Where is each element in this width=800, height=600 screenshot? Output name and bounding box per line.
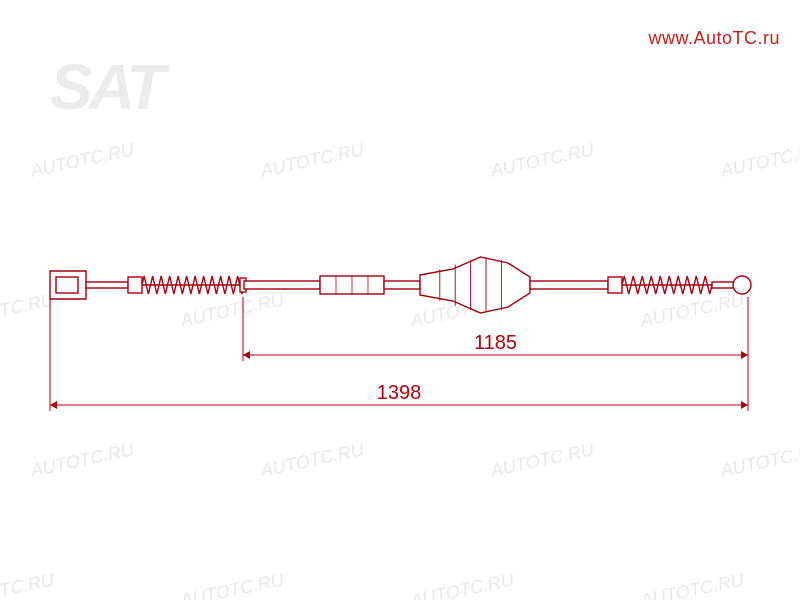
cable-diagram: 1185 1398 [0, 0, 800, 600]
svg-text:1185: 1185 [474, 332, 517, 354]
svg-text:1398: 1398 [377, 382, 422, 404]
